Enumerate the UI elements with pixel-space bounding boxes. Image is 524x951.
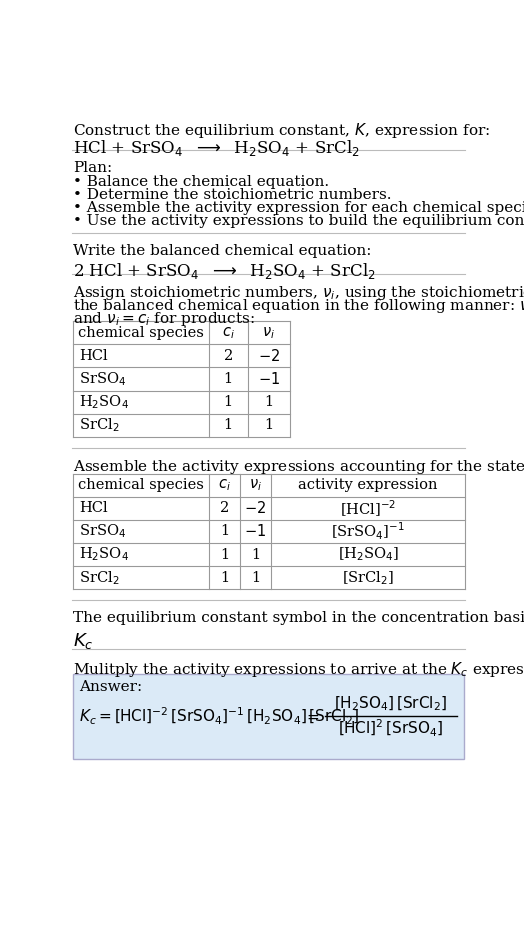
Text: Assemble the activity expressions accounting for the state of matter and $\nu_i$: Assemble the activity expressions accoun… bbox=[73, 458, 524, 476]
Text: chemical species: chemical species bbox=[78, 326, 204, 340]
Text: 1: 1 bbox=[251, 548, 260, 561]
Text: chemical species: chemical species bbox=[78, 478, 204, 493]
Text: 2: 2 bbox=[220, 501, 229, 515]
Text: 1: 1 bbox=[224, 418, 233, 432]
Text: 1: 1 bbox=[265, 395, 274, 409]
Text: H$_2$SO$_4$: H$_2$SO$_4$ bbox=[80, 546, 129, 563]
Text: • Balance the chemical equation.: • Balance the chemical equation. bbox=[73, 175, 330, 189]
Text: 1: 1 bbox=[224, 372, 233, 386]
Text: $K_c = \mathrm{[HCl]^{-2}\,[SrSO_4]^{-1}\,[H_2SO_4]\,[SrCl_2]}$: $K_c = \mathrm{[HCl]^{-2}\,[SrSO_4]^{-1}… bbox=[80, 706, 360, 727]
Text: • Use the activity expressions to build the equilibrium constant expression.: • Use the activity expressions to build … bbox=[73, 214, 524, 228]
Text: Answer:: Answer: bbox=[80, 680, 143, 694]
Text: $\nu_i$: $\nu_i$ bbox=[263, 325, 276, 340]
Text: activity expression: activity expression bbox=[298, 478, 438, 493]
Text: $\mathrm{[H_2SO_4]\,[SrCl_2]}$: $\mathrm{[H_2SO_4]\,[SrCl_2]}$ bbox=[334, 695, 447, 713]
Text: $-2$: $-2$ bbox=[244, 500, 266, 516]
Text: HCl: HCl bbox=[80, 501, 108, 515]
Text: SrSO$_4$: SrSO$_4$ bbox=[80, 523, 126, 540]
Text: $-1$: $-1$ bbox=[258, 371, 280, 387]
Text: SrSO$_4$: SrSO$_4$ bbox=[80, 370, 126, 388]
Text: $-1$: $-1$ bbox=[244, 523, 266, 539]
Text: $K_c$: $K_c$ bbox=[73, 631, 94, 650]
Text: 1: 1 bbox=[251, 571, 260, 585]
Text: Assign stoichiometric numbers, $\nu_i$, using the stoichiometric coefficients, $: Assign stoichiometric numbers, $\nu_i$, … bbox=[73, 284, 524, 302]
Text: $\mathrm{[HCl]^2\,[SrSO_4]}$: $\mathrm{[HCl]^2\,[SrSO_4]}$ bbox=[339, 718, 444, 739]
Text: The equilibrium constant symbol in the concentration basis is:: The equilibrium constant symbol in the c… bbox=[73, 611, 524, 625]
Text: [SrCl$_2$]: [SrCl$_2$] bbox=[342, 569, 394, 587]
Text: Construct the equilibrium constant, $K$, expression for:: Construct the equilibrium constant, $K$,… bbox=[73, 121, 490, 140]
Text: 1: 1 bbox=[224, 395, 233, 409]
Text: $=$: $=$ bbox=[304, 708, 320, 724]
Text: H$_2$SO$_4$: H$_2$SO$_4$ bbox=[80, 394, 129, 411]
Text: SrCl$_2$: SrCl$_2$ bbox=[80, 417, 120, 434]
Text: 1: 1 bbox=[220, 548, 229, 561]
Text: HCl: HCl bbox=[80, 349, 108, 363]
Text: Mulitply the activity expressions to arrive at the $K_c$ expression:: Mulitply the activity expressions to arr… bbox=[73, 660, 524, 679]
Text: • Assemble the activity expression for each chemical species.: • Assemble the activity expression for e… bbox=[73, 201, 524, 215]
Text: [HCl]$^{-2}$: [HCl]$^{-2}$ bbox=[340, 498, 396, 518]
FancyBboxPatch shape bbox=[73, 674, 464, 759]
Text: Plan:: Plan: bbox=[73, 161, 113, 175]
Text: Write the balanced chemical equation:: Write the balanced chemical equation: bbox=[73, 244, 372, 259]
Text: 1: 1 bbox=[265, 418, 274, 432]
Text: $c_i$: $c_i$ bbox=[218, 477, 231, 494]
Text: the balanced chemical equation in the following manner: $\nu_i = -c_i$ for react: the balanced chemical equation in the fo… bbox=[73, 298, 524, 316]
Text: and $\nu_i = c_i$ for products:: and $\nu_i = c_i$ for products: bbox=[73, 310, 255, 328]
Text: 2 HCl + SrSO$_4$  $\longrightarrow$  H$_2$SO$_4$ + SrCl$_2$: 2 HCl + SrSO$_4$ $\longrightarrow$ H$_2$… bbox=[73, 262, 376, 281]
Text: HCl + SrSO$_4$  $\longrightarrow$  H$_2$SO$_4$ + SrCl$_2$: HCl + SrSO$_4$ $\longrightarrow$ H$_2$SO… bbox=[73, 138, 360, 158]
Text: 1: 1 bbox=[220, 571, 229, 585]
Text: • Determine the stoichiometric numbers.: • Determine the stoichiometric numbers. bbox=[73, 188, 392, 202]
Text: 1: 1 bbox=[220, 524, 229, 538]
Text: $c_i$: $c_i$ bbox=[222, 325, 235, 340]
Text: 2: 2 bbox=[224, 349, 233, 363]
Text: $\nu_i$: $\nu_i$ bbox=[249, 477, 262, 494]
Text: [H$_2$SO$_4$]: [H$_2$SO$_4$] bbox=[337, 546, 399, 563]
Text: [SrSO$_4$]$^{-1}$: [SrSO$_4$]$^{-1}$ bbox=[331, 521, 405, 542]
Text: $-2$: $-2$ bbox=[258, 348, 280, 364]
Text: SrCl$_2$: SrCl$_2$ bbox=[80, 569, 120, 587]
